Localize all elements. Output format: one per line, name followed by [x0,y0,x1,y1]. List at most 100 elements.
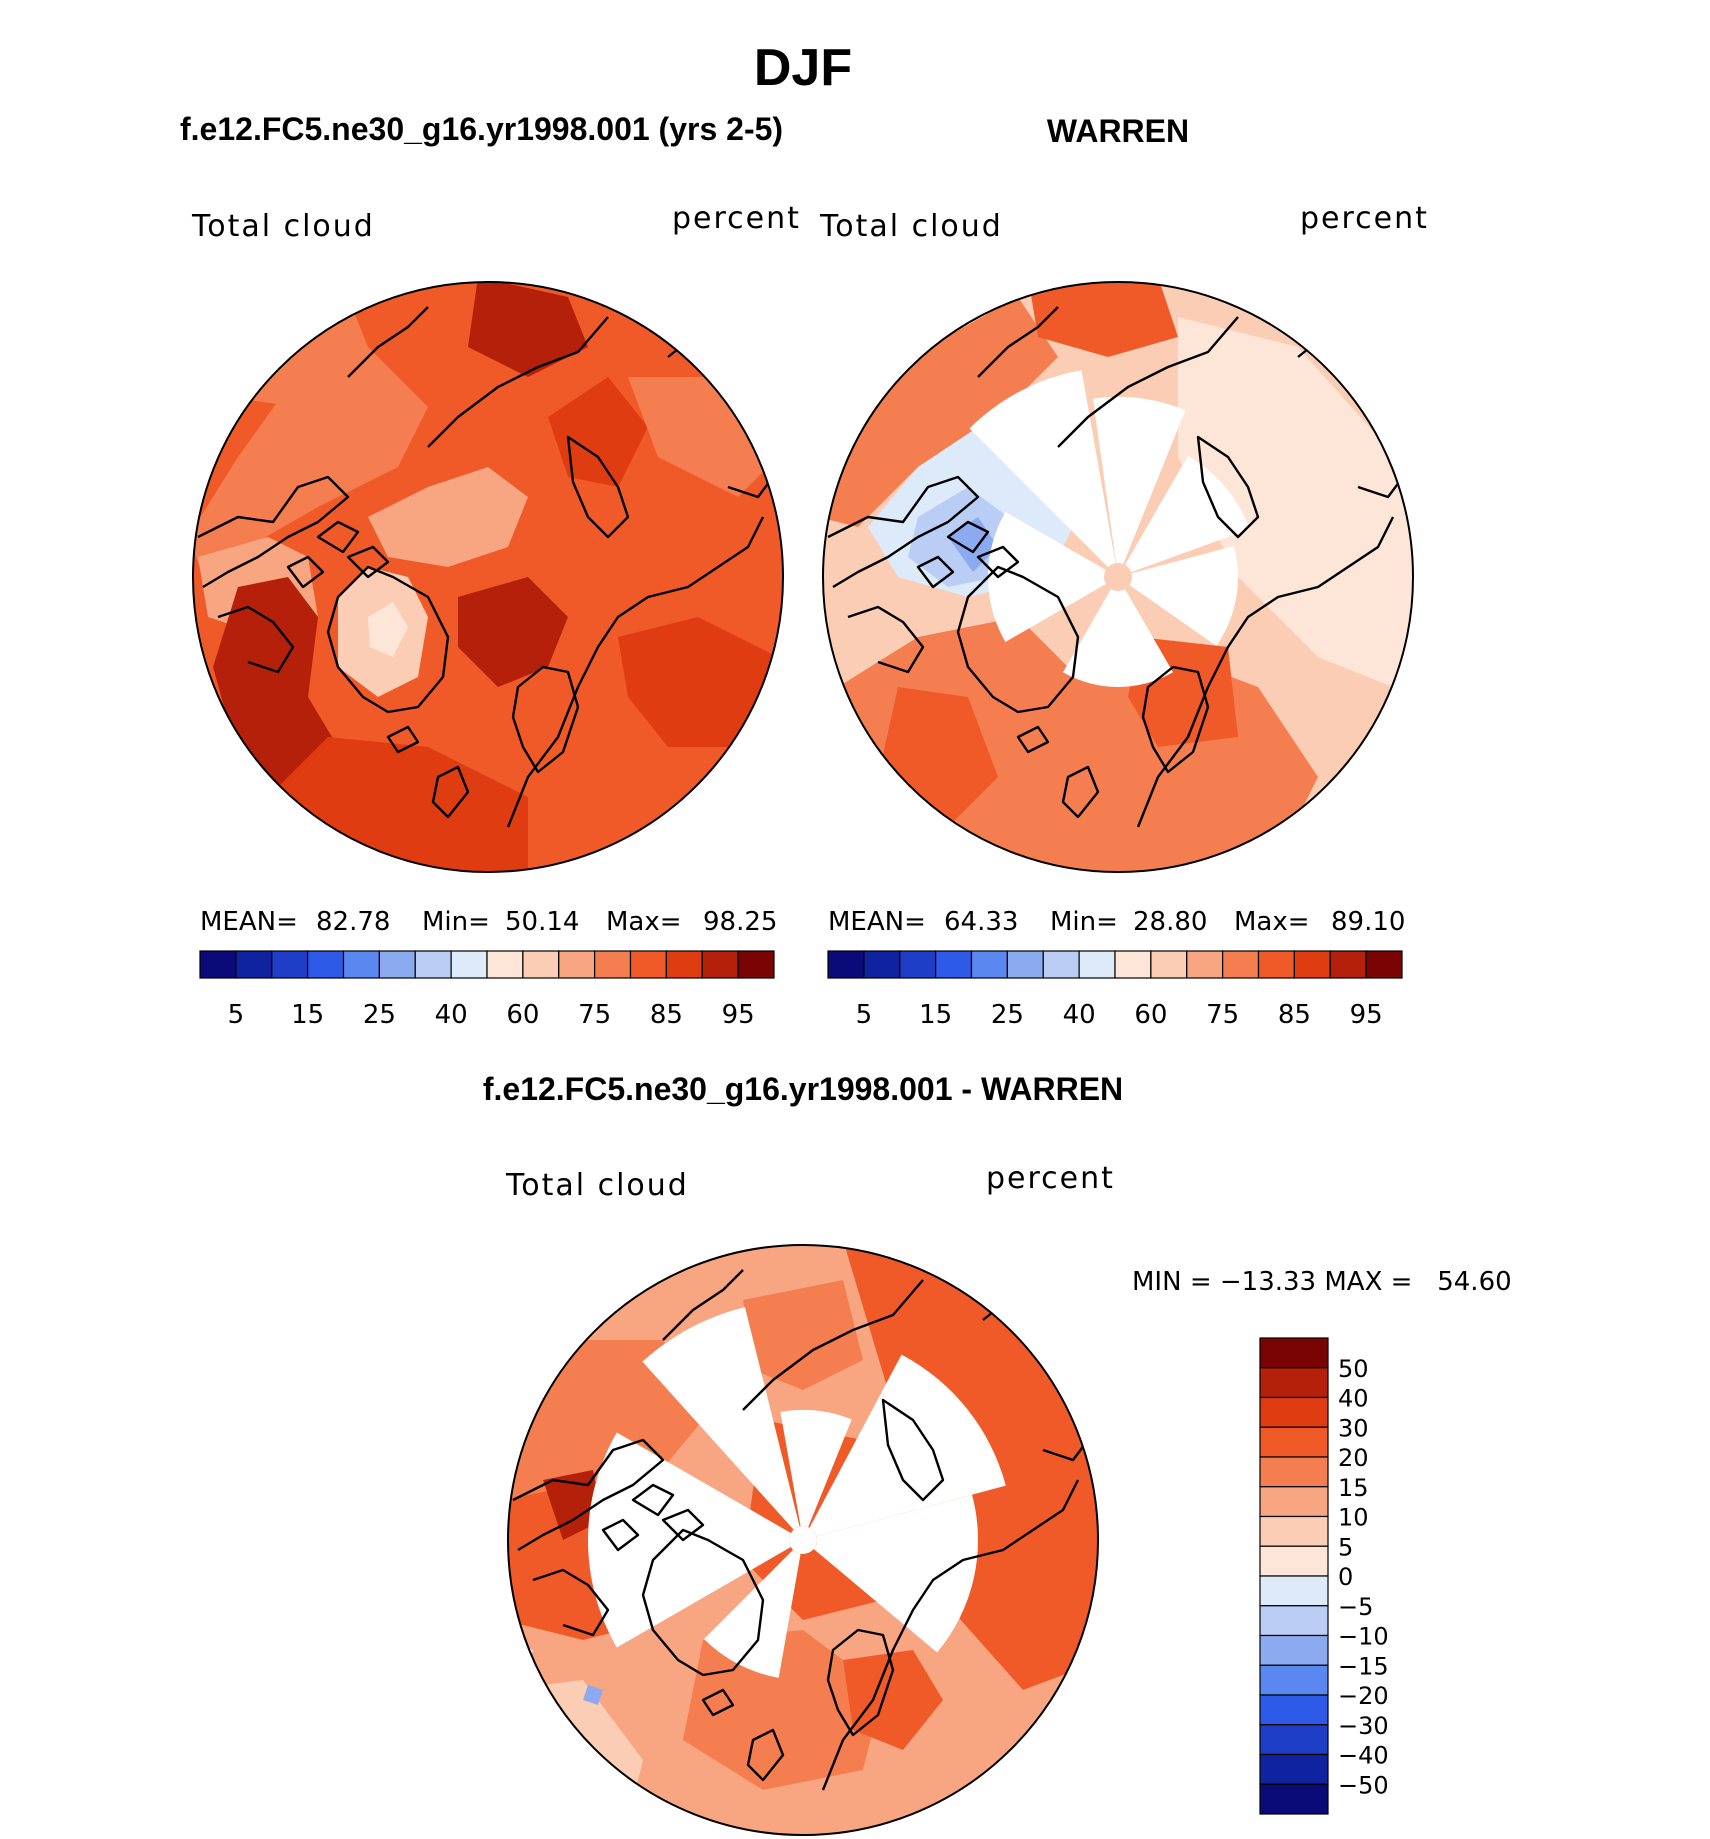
difference-colorbar-tick-label: 40 [1338,1385,1369,1413]
missing-data-sector [969,370,1116,568]
cloud-contour-region [743,1280,863,1390]
coastline [286,555,325,589]
missing-data-sector [780,1410,852,1528]
missing-data-sector [1092,396,1186,565]
difference-colorbar-tick-label: 30 [1338,1414,1369,1442]
panel1-min-value: 50.14 [505,907,579,937]
coastline [631,1483,675,1517]
panel2-colorbar-tick-label: 5 [856,1000,873,1030]
difference-colorbar-swatch [1259,1753,1329,1785]
panel1-colorbar-swatch [701,950,739,979]
panel2-colorbar-swatch [1186,950,1224,979]
coastline [197,475,350,589]
coastline [347,306,429,378]
missing-data-sector [642,1307,800,1530]
coastline [346,545,390,579]
coastline [662,1269,744,1341]
difference-colorbar-tick-label: −20 [1338,1682,1389,1710]
panel2-max-label: Max= [1234,907,1310,937]
missing-data-sector [987,512,1106,642]
coastline [1196,435,1260,539]
panel2-colorbar-swatch [1293,950,1331,979]
coastline [742,1279,924,1411]
cloud-contour-region [468,282,588,377]
coastline [667,325,719,358]
cloud-contour-region [548,377,648,487]
difference-colorbar-tick-label: −30 [1338,1712,1389,1740]
panel1-map-border [192,281,784,873]
difference-colorbar-tick-label: −10 [1338,1623,1389,1651]
cloud-contour-region [193,347,428,587]
cloud-contour-region [368,467,528,567]
panel1-max-value: 98.25 [703,907,777,937]
panel1-colorbar-swatch [522,950,560,979]
panel3-map-border [507,1244,1099,1836]
coastline [1061,765,1100,819]
coastline [641,1528,765,1677]
panel2-colorbar-swatch [827,950,865,979]
panel2-min-label: Min= [1050,907,1118,937]
panel2-colorbar-tick-label: 75 [1206,1000,1239,1030]
coastline [511,665,580,774]
panel2-colorbar-tick-label: 15 [919,1000,952,1030]
panel3-polar-map [508,1245,1098,1835]
difference-colorbar-tick-label: 5 [1338,1533,1353,1561]
panel1-colorbar-tick-label: 85 [650,1000,683,1030]
panel2-colorbar-swatch [1078,950,1116,979]
cloud-contour-region [368,602,408,657]
missing-data-sector [588,1432,791,1648]
coastline [506,516,765,828]
panel2-colorbar-swatch [1042,950,1080,979]
coastline [847,605,925,674]
difference-colorbar-swatch [1259,1783,1329,1815]
panel2-map-border [822,281,1414,873]
panel1-colorbar-swatch [342,950,380,979]
difference-colorbar-swatch [1259,1515,1329,1547]
coastline [316,520,360,554]
season-title: DJF [754,39,852,97]
panel3-variable-label: Total cloud [505,1168,689,1203]
panel1-colorbar-swatch [450,950,488,979]
difference-colorbar-tick-label: 50 [1338,1355,1369,1383]
panel1-colorbar-swatch [486,950,524,979]
panel1-colorbar-swatch [378,950,416,979]
missing-data-sector [813,1494,978,1653]
difference-colorbar-tick-label: −5 [1338,1593,1373,1621]
coastline [431,765,470,819]
panel2-colorbar-swatch [1006,950,1044,979]
panel3-min-max: MIN = −13.33 MAX = 54.60 [1132,1267,1512,1297]
panel1-title: f.e12.FC5.ne30_g16.yr1998.001 (yrs 2-5) [180,111,783,147]
difference-colorbar-tick-label: −40 [1338,1742,1389,1770]
panel1-colorbar-swatch [594,950,632,979]
panel1-colorbar-swatch [271,950,309,979]
coastline [1016,725,1050,754]
coastline [217,605,295,674]
coastline [566,435,630,539]
panel2-colorbar-swatch [970,950,1008,979]
panel1-min-label: Min= [422,907,490,937]
difference-colorbar-swatch [1259,1605,1329,1637]
panel2-colorbar-swatch [1222,950,1260,979]
coastline [701,1688,735,1717]
panel3-units-label: percent [986,1161,1115,1196]
panel1-colorbar-tick-label: 15 [291,1000,324,1030]
coastline [946,520,990,554]
panel1-polar-map [193,282,783,872]
cloud-contour-region [458,577,568,687]
difference-colorbar-swatch [1259,1456,1329,1488]
coastline [746,1728,785,1782]
panel1-colorbar-swatch [199,950,237,979]
difference-colorbar-swatch [1259,1426,1329,1458]
coastline [982,1288,1034,1321]
coastline [916,555,955,589]
panel2-colorbar-tick-label: 40 [1063,1000,1096,1030]
panel1-colorbar-swatch [629,950,667,979]
pole-missing-data [789,1526,817,1554]
panel1-mean-label: MEAN= [200,907,298,937]
coastline [386,725,420,754]
panel1-colorbar-swatch [737,950,775,979]
panel2-colorbar-tick-label: 25 [991,1000,1024,1030]
coastline [881,1398,945,1502]
panel2-mean-value: 64.33 [944,907,1018,937]
